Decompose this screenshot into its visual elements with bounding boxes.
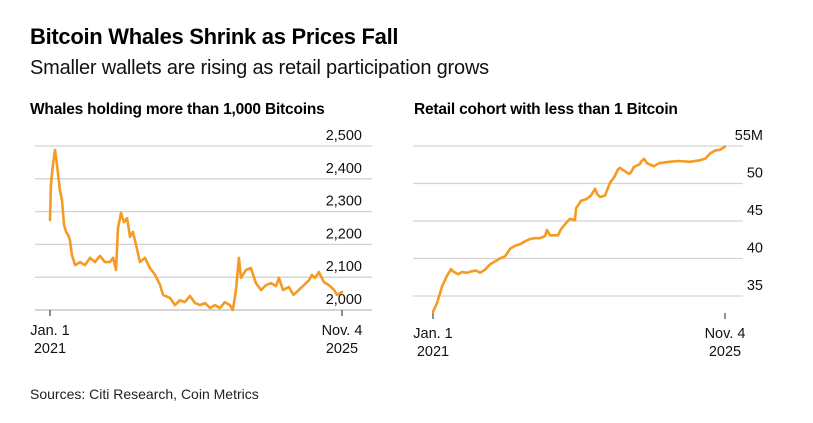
chart-subtitle: Smaller wallets are rising as retail par…	[30, 57, 489, 79]
y-tick-label: 35	[747, 278, 763, 294]
y-tick-label: 2,100	[326, 259, 362, 275]
whales-chart: 2,000 2,100 2,200 2,300 2,400 2,500 Jan. 1 2021…	[30, 128, 372, 357]
whales-panel-title: Whales holding more than 1,000 Bitcoins	[30, 101, 325, 118]
x-tick-label-start: Jan. 1	[413, 326, 453, 342]
series-line	[48, 148, 344, 312]
y-tick-label: 2,300	[326, 194, 362, 210]
x-tick-label-end: Nov. 4	[705, 326, 746, 342]
series-line	[431, 145, 727, 314]
y-tick-label: 45	[747, 203, 763, 219]
x-tick-year-start: 2021	[34, 341, 66, 357]
x-tick-year-end: 2025	[326, 341, 358, 357]
y-tick-label: 2,400	[326, 161, 362, 177]
y-tick-label: 55M	[735, 128, 763, 144]
retail-chart: 35 40 45 50 55M Jan. 1 2021 Nov. 4 2025	[413, 128, 763, 360]
y-tick-label: 50	[747, 166, 763, 182]
x-tick-label-start: Jan. 1	[30, 323, 70, 339]
x-tick-year-start: 2021	[417, 344, 449, 360]
y-tick-label: 2,200	[326, 226, 362, 242]
y-tick-label: 2,000	[326, 292, 362, 308]
retail-panel-title: Retail cohort with less than 1 Bitcoin	[414, 101, 678, 118]
y-tick-label: 40	[747, 241, 763, 257]
x-tick-year-end: 2025	[709, 344, 741, 360]
y-tick-label: 2,500	[326, 128, 362, 144]
x-tick-label-end: Nov. 4	[322, 323, 363, 339]
source-note: Sources: Citi Research, Coin Metrics	[30, 386, 259, 402]
chart-title: Bitcoin Whales Shrink as Prices Fall	[30, 24, 399, 49]
